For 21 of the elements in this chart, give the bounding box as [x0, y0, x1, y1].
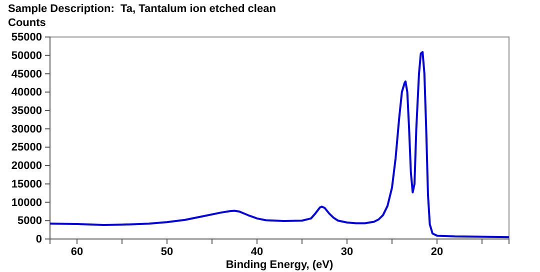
y-tick-label: 50000 [11, 50, 42, 62]
y-tick-label: 40000 [11, 86, 42, 99]
y-tick-label: 0 [36, 234, 42, 246]
y-tick-label: 45000 [11, 68, 42, 80]
y-tick-label: 55000 [11, 32, 42, 44]
y-tick-label: 5000 [18, 215, 42, 228]
x-tick-label: 30 [340, 246, 354, 258]
x-tick-label: 50 [160, 246, 174, 258]
y-tick-label: 25000 [11, 142, 42, 154]
x-axis-title: Binding Energy, (eV) [226, 259, 334, 271]
y-axis-title: Counts [8, 17, 46, 29]
x-tick-label: 40 [250, 246, 264, 258]
x-tick-label: 20 [430, 246, 444, 258]
y-tick-label: 15000 [11, 178, 42, 190]
y-tick-label: 35000 [11, 104, 42, 117]
y-tick-label: 20000 [11, 160, 42, 172]
chart-title: Sample Description: Ta, Tantalum ion etched clean [8, 3, 276, 15]
y-tick-label: 10000 [11, 196, 42, 209]
x-tick-label: 60 [70, 246, 84, 258]
y-tick-label: 30000 [11, 123, 42, 136]
line-series [49, 51, 510, 238]
